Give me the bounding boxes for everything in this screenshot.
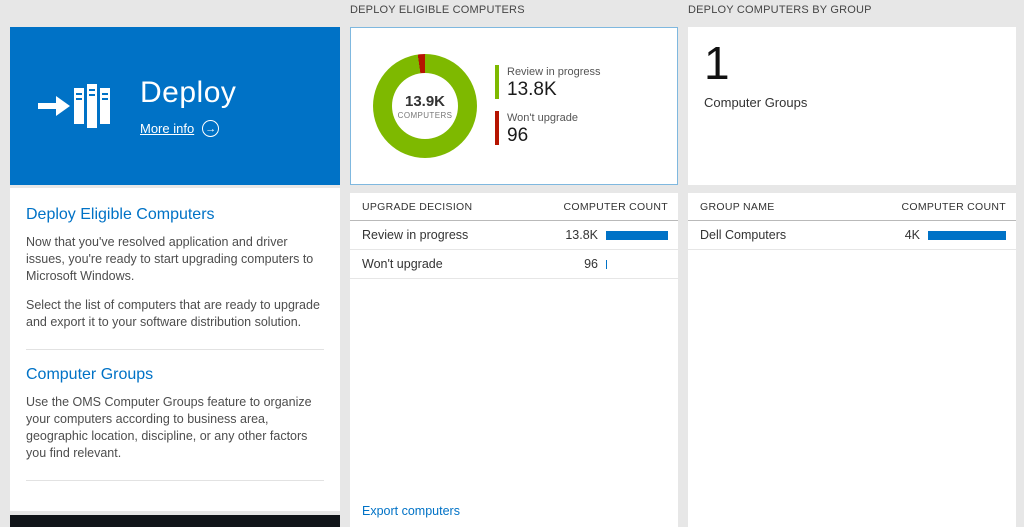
upgrade-decision-table: UPGRADE DECISION COMPUTER COUNT Review i… bbox=[350, 193, 678, 527]
group-count-label: Computer Groups bbox=[704, 95, 808, 111]
column-header-computer-count: COMPUTER COUNT bbox=[901, 201, 1006, 213]
donut-center-label: COMPUTERS bbox=[397, 110, 453, 120]
export-computers-link[interactable]: Export computers bbox=[362, 504, 460, 518]
group-name-table: GROUP NAME COMPUTER COUNT Dell Computers… bbox=[688, 193, 1016, 527]
next-tile-edge bbox=[10, 515, 340, 527]
table-header-row: GROUP NAME COMPUTER COUNT bbox=[688, 193, 1016, 221]
more-info-label: More info bbox=[140, 120, 195, 136]
legend-item-wont-upgrade: Won't upgrade 96 bbox=[495, 111, 601, 147]
count-bar-track bbox=[606, 259, 668, 269]
info-section-computer-groups: Computer Groups Use the OMS Computer Gro… bbox=[26, 350, 324, 481]
column-title-computers-by-group: DEPLOY COMPUTERS BY GROUP bbox=[688, 4, 872, 16]
table-row-wont-upgrade[interactable]: Won't upgrade 96 bbox=[350, 250, 678, 279]
count-bar bbox=[606, 259, 608, 269]
row-label: Review in progress bbox=[362, 228, 469, 242]
donut-center-value: 13.9K bbox=[404, 92, 446, 110]
deploy-info-panel: Deploy Eligible Computers Now that you'v… bbox=[10, 188, 340, 511]
column-header-computer-count: COMPUTER COUNT bbox=[563, 201, 668, 213]
legend-label: Review in progress bbox=[507, 66, 601, 78]
row-count: 13.8K bbox=[565, 228, 598, 242]
legend-item-review-in-progress: Review in progress 13.8K bbox=[495, 65, 601, 101]
arrow-right-circle-icon: → bbox=[202, 119, 220, 137]
legend-value: 13.8K bbox=[507, 79, 557, 100]
row-count: 96 bbox=[584, 257, 598, 271]
column-header-group-name: GROUP NAME bbox=[700, 201, 775, 213]
count-bar-track bbox=[606, 230, 668, 240]
donut-chart[interactable]: 13.9K COMPUTERS bbox=[373, 54, 477, 158]
section-paragraph: Select the list of computers that are re… bbox=[26, 298, 320, 329]
section-heading-eligible: Deploy Eligible Computers bbox=[26, 206, 215, 223]
row-label: Dell Computers bbox=[700, 228, 787, 242]
legend-swatch-green bbox=[495, 65, 499, 99]
legend-label: Won't upgrade bbox=[507, 112, 579, 124]
table-row-dell-computers[interactable]: Dell Computers 4K bbox=[688, 221, 1016, 250]
deploy-tile-text: Deploy More info → bbox=[140, 76, 236, 137]
eligible-computers-card[interactable]: 13.9K COMPUTERS Review in progress 13.8K… bbox=[350, 27, 678, 185]
count-bar bbox=[928, 230, 1006, 240]
section-paragraph: Now that you've resolved application and… bbox=[26, 235, 314, 283]
row-count: 4K bbox=[904, 228, 920, 242]
count-bar bbox=[606, 230, 668, 240]
column-header-upgrade-decision: UPGRADE DECISION bbox=[362, 201, 473, 213]
group-count-value: 1 bbox=[704, 37, 730, 89]
table-row-review-in-progress[interactable]: Review in progress 13.8K bbox=[350, 221, 678, 250]
page-title: Deploy bbox=[140, 75, 237, 109]
row-label: Won't upgrade bbox=[362, 257, 443, 271]
column-title-deploy-eligible: DEPLOY ELIGIBLE COMPUTERS bbox=[350, 4, 525, 16]
donut-center: 13.9K COMPUTERS bbox=[392, 73, 458, 139]
deploy-icon bbox=[38, 84, 110, 128]
more-info-link[interactable]: More info → bbox=[140, 119, 236, 137]
table-header-row: UPGRADE DECISION COMPUTER COUNT bbox=[350, 193, 678, 221]
section-heading-groups: Computer Groups bbox=[26, 366, 154, 383]
info-section-eligible-computers: Deploy Eligible Computers Now that you'v… bbox=[26, 190, 324, 350]
donut-legend: Review in progress 13.8K Won't upgrade 9… bbox=[495, 65, 601, 147]
deploy-tile[interactable]: Deploy More info → bbox=[10, 27, 340, 185]
computer-groups-card[interactable]: 1 Computer Groups bbox=[688, 27, 1016, 185]
legend-swatch-red bbox=[495, 111, 499, 145]
legend-value: 96 bbox=[507, 125, 529, 146]
count-bar-track bbox=[928, 230, 1006, 240]
section-paragraph: Use the OMS Computer Groups feature to o… bbox=[26, 395, 312, 460]
